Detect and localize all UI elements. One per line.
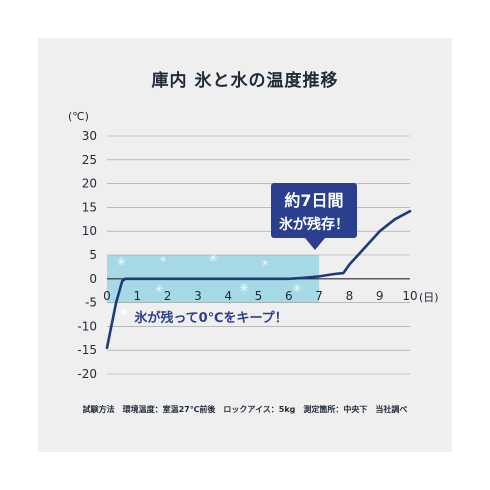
x-tick-label: 8 [346,289,354,303]
test-conditions-note: 試験方法 環境温度：室温27℃前後 ロックアイス：5kg 測定箇所：中央下 当社… [82,405,408,414]
x-tick-label: 0 [103,289,111,303]
y-tick-label: -15 [77,343,97,357]
x-tick-label: 2 [164,289,172,303]
y-unit-label: (℃) [68,110,89,123]
y-tick-label: 10 [82,224,97,238]
callout-line1: 約7日間 [284,191,343,210]
y-tick-label: 30 [82,129,97,143]
y-tick-label: -5 [85,296,97,310]
snowflake-icon: ✳ [116,255,126,269]
x-tick-label: 4 [224,289,232,303]
snowflake-icon: ✳ [239,281,249,295]
x-tick-label: 3 [194,289,202,303]
y-tick-label: 25 [82,153,97,167]
x-unit-label: (日) [419,291,439,304]
snowflake-icon: ✳ [292,282,301,295]
snowflake-icon: ✳ [208,251,218,265]
x-tick-label: 6 [285,289,293,303]
y-tick-label: 20 [82,177,97,191]
snowflake-icon: ✳ [155,285,163,295]
keep-zero-banner: 氷が残って0℃をキープ！ [134,310,287,326]
x-tick-label: 7 [315,289,323,303]
x-tick-label: 10 [402,289,417,303]
y-tick-label: 0 [89,272,97,286]
snowflake-icon: ✳ [119,306,128,319]
snowflake-icon: ✳ [160,255,167,264]
y-tick-label: 15 [82,200,97,214]
temperature-series-line [105,209,412,350]
x-tick-label: 1 [133,289,141,303]
y-tick-label: -10 [77,319,97,333]
y-tick-label: 5 [89,248,97,262]
callout-line2: 氷が残存！ [279,216,349,233]
x-tick-label: 5 [255,289,263,303]
y-tick-label: -20 [77,367,97,381]
chart-title: 庫内 氷と水の温度推移 [151,71,339,91]
snowflake-icon: ✳ [261,259,269,269]
callout-badge: 約7日間 氷が残存！ [271,183,357,250]
chart-panel [38,38,452,452]
x-tick-label: 9 [376,289,384,303]
